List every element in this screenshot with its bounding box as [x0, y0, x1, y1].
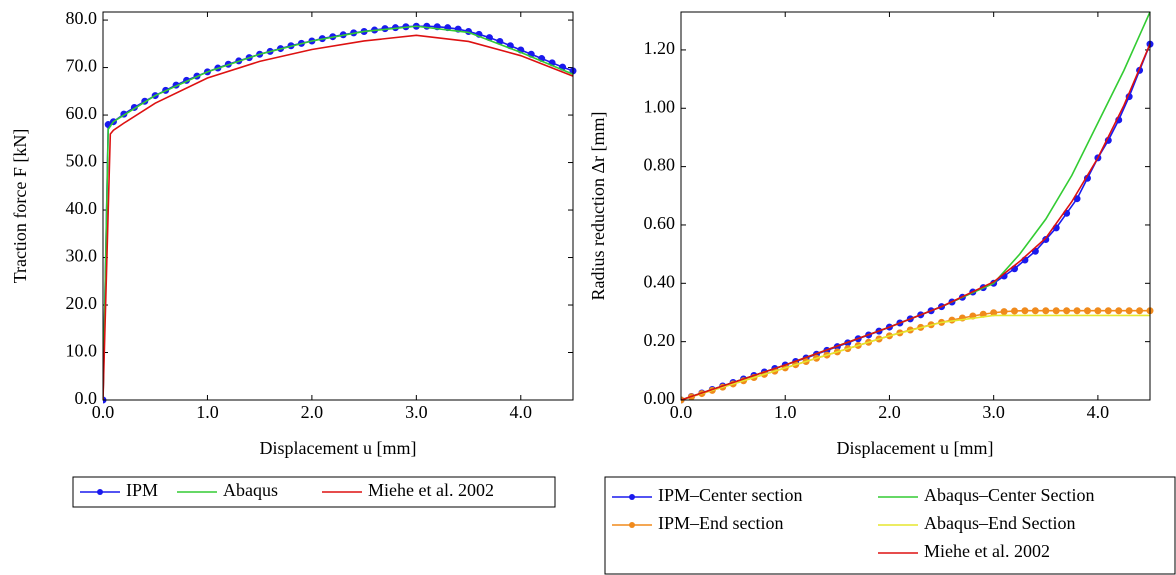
- series-line: [681, 314, 1150, 401]
- data-point: [1125, 307, 1133, 315]
- y-tick-label: 40.0: [66, 198, 98, 218]
- legend-label: Abaqus: [223, 480, 278, 500]
- legend-label: Abaqus–End Section: [924, 513, 1075, 533]
- legend-label: IPM–Center section: [658, 485, 802, 505]
- data-point: [1052, 307, 1060, 315]
- x-axis-label: Displacement u [mm]: [837, 438, 994, 458]
- y-tick-label: 20.0: [66, 293, 98, 313]
- y-tick-label: 50.0: [66, 151, 98, 171]
- y-tick-label: 1.00: [644, 96, 676, 116]
- legend-label: IPM–End section: [658, 513, 784, 533]
- x-tick-label: 1.0: [196, 402, 219, 422]
- x-axis-label: Displacement u [mm]: [260, 438, 417, 458]
- data-point: [1000, 308, 1008, 316]
- x-tick-label: 4.0: [510, 402, 533, 422]
- y-tick-label: 0.40: [644, 271, 676, 291]
- series-line: [103, 25, 574, 401]
- y-tick-label: 0.0: [75, 388, 98, 408]
- y-tick-label: 30.0: [66, 246, 98, 266]
- data-point: [1021, 307, 1029, 315]
- legend-label: Miehe et al. 2002: [924, 541, 1050, 561]
- y-axis-label: Traction force F [kN]: [10, 129, 30, 284]
- y-tick-label: 60.0: [66, 103, 98, 123]
- series-line: [681, 43, 1151, 401]
- y-tick-label: 0.20: [644, 330, 676, 350]
- x-tick-label: 1.0: [774, 402, 797, 422]
- legend-box: [72, 476, 556, 508]
- data-point: [1063, 307, 1071, 315]
- series-line: [103, 25, 574, 401]
- x-tick-label: 3.0: [405, 402, 428, 422]
- x-tick-label: 4.0: [1087, 402, 1110, 422]
- y-tick-label: 1.20: [644, 38, 676, 58]
- legend-marker: [629, 522, 635, 528]
- axes-frame: [102, 11, 574, 401]
- x-tick-label: 0.0: [92, 402, 115, 422]
- data-point: [1083, 307, 1091, 315]
- series-line: [681, 43, 1151, 401]
- y-tick-label: 80.0: [66, 8, 98, 28]
- plot-area: [681, 11, 1154, 404]
- y-axis-label: Radius reduction Δr [mm]: [588, 111, 608, 300]
- y-tick-label: 0.60: [644, 213, 676, 233]
- data-point: [1011, 307, 1019, 315]
- legend-marker: [629, 494, 635, 500]
- y-tick-label: 10.0: [66, 341, 98, 361]
- data-point: [1136, 307, 1144, 315]
- data-point: [1104, 307, 1112, 315]
- y-tick-label: 70.0: [66, 56, 98, 76]
- axes-frame: [680, 11, 1151, 401]
- plot-area: [103, 22, 577, 404]
- data-point: [1094, 307, 1102, 315]
- series-line: [681, 309, 1150, 401]
- data-point: [1042, 307, 1050, 315]
- legend-label: Miehe et al. 2002: [368, 480, 494, 500]
- legend-label: IPM: [126, 480, 158, 500]
- series-line: [103, 34, 574, 401]
- legend-label: Abaqus–Center Section: [924, 485, 1094, 505]
- data-point: [1031, 307, 1039, 315]
- data-point: [1073, 307, 1081, 315]
- x-tick-label: 2.0: [878, 402, 901, 422]
- legend-marker: [97, 489, 103, 495]
- y-tick-label: 0.00: [644, 388, 676, 408]
- x-tick-label: 3.0: [982, 402, 1005, 422]
- x-tick-label: 0.0: [670, 402, 693, 422]
- data-point: [1115, 307, 1123, 315]
- x-tick-label: 2.0: [301, 402, 324, 422]
- y-tick-label: 0.80: [644, 155, 676, 175]
- series-line: [681, 11, 1151, 401]
- data-point: [1042, 236, 1050, 244]
